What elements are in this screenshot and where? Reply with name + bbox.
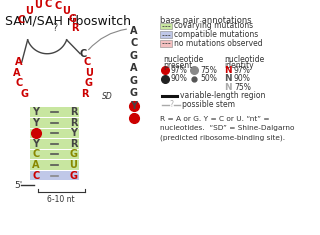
Bar [30,171,79,180]
Bar [30,129,79,138]
Text: R: R [70,139,77,149]
Text: nucleotide: nucleotide [224,55,265,64]
Text: U: U [85,68,92,78]
Bar [160,23,172,29]
Text: present: present [163,61,192,70]
Text: C: C [130,38,138,48]
Text: G: G [20,89,28,99]
Text: Y: Y [32,107,39,117]
Text: C: C [79,49,87,59]
Bar [30,107,79,117]
Bar [160,40,172,47]
Text: 97%: 97% [234,66,251,74]
Text: G: G [69,171,77,180]
Text: G: G [69,149,77,159]
Bar [30,160,79,170]
Text: 5': 5' [14,181,22,190]
Text: G: G [130,76,138,86]
Text: compatible mutations: compatible mutations [173,30,258,39]
Text: SD: SD [102,92,113,101]
Text: no mutations observed: no mutations observed [173,39,262,48]
Text: G: G [68,14,76,24]
Bar [30,150,79,159]
Text: U: U [62,6,70,16]
Text: Y: Y [32,118,39,128]
Text: covarying mutations: covarying mutations [173,21,252,30]
Text: A: A [130,113,138,123]
Text: 97%: 97% [171,66,188,74]
Text: C: C [83,57,90,67]
Text: G: G [130,51,138,61]
Text: G: G [84,78,92,88]
Text: R: R [81,89,89,99]
Text: C: C [44,0,52,9]
Text: 50%: 50% [200,74,217,83]
Text: C: C [32,149,39,159]
Text: A: A [130,26,138,36]
Text: R: R [70,118,77,128]
Text: G: G [130,88,138,98]
Text: 90%: 90% [234,74,251,83]
Text: U: U [25,6,33,16]
Bar [30,118,79,128]
Bar [160,31,172,38]
Text: 75%: 75% [234,83,251,92]
Text: U: U [70,160,77,170]
Text: R = A or G. Y = C or U. “nt” =
nucleotides.  “SD” = Shine-Dalgarno
(predicted ri: R = A or G. Y = C or U. “nt” = nucleotid… [160,116,295,141]
Text: A: A [32,160,40,170]
Text: A: A [13,68,21,78]
Text: base pair annotations: base pair annotations [160,16,252,25]
Text: SAM/SAH riboswitch: SAM/SAH riboswitch [5,14,131,27]
Text: A: A [130,63,138,73]
Text: U: U [35,0,42,10]
Bar [30,139,79,149]
Text: 6-10 nt: 6-10 nt [47,195,75,204]
Text: C: C [15,78,22,88]
Text: C: C [54,1,61,11]
Text: identity: identity [224,61,254,70]
Text: possible stem: possible stem [182,100,235,109]
Text: Y: Y [131,101,137,110]
Text: C: C [32,171,39,180]
Text: N: N [224,83,232,92]
Text: A: A [15,57,23,67]
Text: variable-length region: variable-length region [180,91,266,100]
Text: 75%: 75% [200,66,217,74]
Text: N: N [224,74,232,83]
Text: Y: Y [70,128,77,138]
Text: ?: ? [170,100,174,109]
Text: R: R [70,107,77,117]
Text: N: N [224,66,232,74]
Text: nucleotide: nucleotide [163,55,204,64]
Text: 90%: 90% [171,74,188,83]
Text: R: R [71,23,79,33]
Text: ?: ? [52,23,57,33]
Text: C: C [18,16,25,25]
Text: Y: Y [32,139,39,149]
